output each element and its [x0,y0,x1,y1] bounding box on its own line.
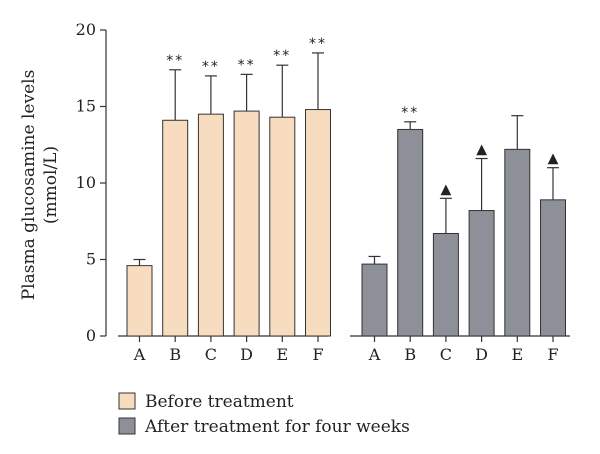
y-tick-label: 5 [86,250,96,269]
significance-mark: ▲ [441,181,452,197]
legend: Before treatment After treatment for fou… [118,392,410,437]
bar [432,232,459,337]
bar [361,263,388,337]
significance-mark: ** [202,59,220,75]
category-label: A [368,345,381,364]
bar [162,119,189,337]
category-label: C [440,345,452,364]
bar [233,110,260,337]
bar [197,113,224,337]
y-tick-label: 0 [86,326,96,345]
category-label: B [404,345,416,364]
labels: 0 5 10 15 20 A B ** C ** D ** E ** F ** A B ** C ▲ D ▲ E F ▲ [76,20,559,364]
category-label: E [511,345,523,364]
category-label: C [205,345,217,364]
significance-mark: ▲ [548,151,559,167]
bar [397,128,424,337]
legend-label-before: Before treatment [145,392,294,412]
y-axis-label-line-2: (mmol/L) [41,146,61,224]
category-label: A [133,345,146,364]
significance-mark: ** [273,48,291,64]
legend-swatch-before [118,392,136,410]
category-label: B [169,345,181,364]
y-tick-label: 15 [76,97,96,116]
significance-mark: ** [238,57,256,73]
category-label: F [312,345,323,364]
significance-mark: ** [166,53,184,69]
bars [126,52,566,337]
legend-swatch-after [118,417,136,435]
y-tick-label: 20 [76,20,96,39]
bar [540,199,566,337]
bar [305,109,331,337]
category-label: F [547,345,558,364]
bar [269,116,296,337]
significance-mark: ** [309,36,327,52]
legend-label-after: After treatment for four weeks [144,417,410,437]
y-tick-label: 10 [76,173,96,192]
bar [468,210,495,337]
category-label: D [240,345,253,364]
bar [126,265,153,337]
category-label: D [475,345,488,364]
significance-mark: ** [401,105,419,121]
category-label: E [276,345,288,364]
bar [504,148,531,337]
y-axis-label-line-1: Plasma glucosamine levels [19,70,39,301]
significance-mark: ▲ [476,142,487,158]
